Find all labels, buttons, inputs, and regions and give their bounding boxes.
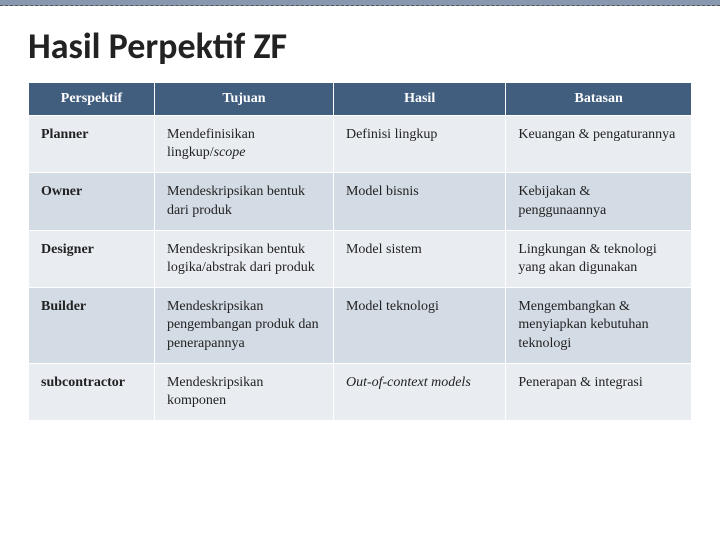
cell-batasan: Lingkungan & teknologi yang akan digunak… xyxy=(506,230,692,287)
cell-tujuan: Mendeskripsikan bentuk dari produk xyxy=(154,173,333,230)
cell-hasil: Model sistem xyxy=(333,230,505,287)
cell-tujuan: Mendeskripsikan komponen xyxy=(154,363,333,420)
cell-tujuan: Mendeskripsikan pengembangan produk dan … xyxy=(154,288,333,364)
table-row: Planner Mendefinisikan lingkup/scope Def… xyxy=(29,116,692,173)
slide-body: Hasil Perpektif ZF Perspektif Tujuan Has… xyxy=(0,6,720,431)
th-perspektif: Perspektif xyxy=(29,83,155,116)
zf-table: Perspektif Tujuan Hasil Batasan Planner … xyxy=(28,82,692,421)
cell-tujuan: Mendefinisikan lingkup/scope xyxy=(154,116,333,173)
cell-perspektif: subcontractor xyxy=(29,363,155,420)
cell-perspektif: Owner xyxy=(29,173,155,230)
cell-batasan: Keuangan & pengaturannya xyxy=(506,116,692,173)
cell-batasan: Kebijakan & penggunaannya xyxy=(506,173,692,230)
th-hasil: Hasil xyxy=(333,83,505,116)
table-body: Planner Mendefinisikan lingkup/scope Def… xyxy=(29,116,692,421)
cell-perspektif: Planner xyxy=(29,116,155,173)
cell-tujuan: Mendeskripsikan bentuk logika/abstrak da… xyxy=(154,230,333,287)
cell-hasil: Model teknologi xyxy=(333,288,505,364)
cell-hasil: Out-of-context models xyxy=(333,363,505,420)
table-row: Designer Mendeskripsikan bentuk logika/a… xyxy=(29,230,692,287)
cell-hasil: Definisi lingkup xyxy=(333,116,505,173)
cell-perspektif: Designer xyxy=(29,230,155,287)
cell-batasan: Mengembangkan & menyiapkan kebutuhan tek… xyxy=(506,288,692,364)
th-tujuan: Tujuan xyxy=(154,83,333,116)
cell-hasil: Model bisnis xyxy=(333,173,505,230)
slide-title: Hasil Perpektif ZF xyxy=(28,24,692,68)
th-batasan: Batasan xyxy=(506,83,692,116)
table-row: Owner Mendeskripsikan bentuk dari produk… xyxy=(29,173,692,230)
table-header: Perspektif Tujuan Hasil Batasan xyxy=(29,83,692,116)
table-row: Builder Mendeskripsikan pengembangan pro… xyxy=(29,288,692,364)
cell-batasan: Penerapan & integrasi xyxy=(506,363,692,420)
table-row: subcontractor Mendeskripsikan komponen O… xyxy=(29,363,692,420)
cell-perspektif: Builder xyxy=(29,288,155,364)
